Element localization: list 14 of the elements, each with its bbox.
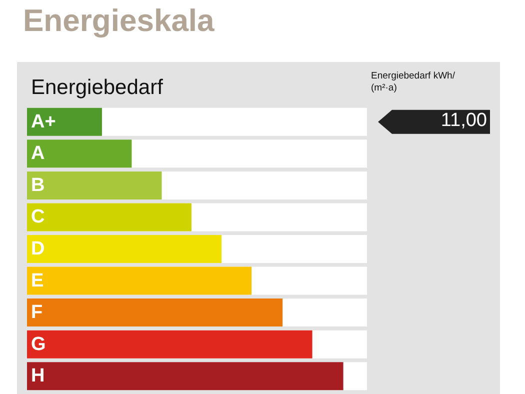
bar <box>27 108 102 136</box>
y-tick-label: C <box>31 206 45 228</box>
y-tick-label: G <box>31 334 46 355</box>
text: Energiebedarf kWh/(m²·a) <box>371 70 456 94</box>
chart-title: Energieskala <box>23 3 216 38</box>
y-tick-label: B <box>31 174 45 196</box>
chart-subtitle: Energiebedarf <box>31 76 164 99</box>
y-tick-label: D <box>31 238 45 260</box>
text: 11,00 <box>440 110 488 131</box>
y-tick-label: E <box>31 270 44 292</box>
y-tick-label: F <box>31 302 43 324</box>
y-tick-label: A <box>31 143 45 164</box>
y-tick-label: A+ <box>31 111 56 132</box>
y-tick-label: H <box>31 366 45 387</box>
